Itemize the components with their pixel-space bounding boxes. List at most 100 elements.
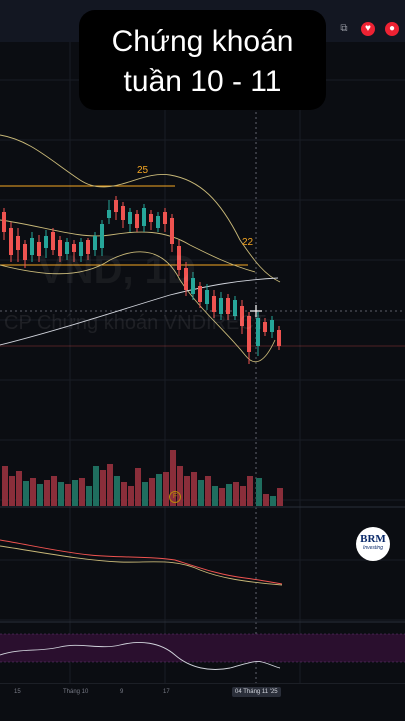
toolbar-icons: ⧉ ♥ ●	[337, 22, 399, 36]
candle-body	[86, 240, 90, 254]
candle-body	[135, 214, 139, 228]
candle-body	[79, 242, 83, 256]
volume-bar	[191, 472, 197, 506]
volume-bar	[233, 482, 239, 506]
volume-bar	[170, 450, 176, 506]
volume-bar	[212, 486, 218, 506]
candle-body	[9, 228, 13, 255]
candle-body	[212, 296, 216, 312]
volume-bar	[219, 488, 225, 506]
volume-bar	[86, 486, 92, 506]
notification-icon[interactable]: ●	[385, 22, 399, 36]
logo-text: BRM	[360, 533, 386, 545]
candle-body	[163, 212, 167, 224]
candle-body	[177, 246, 181, 270]
candle-body	[114, 200, 118, 212]
volume-bar	[58, 482, 64, 506]
external-link-icon[interactable]: ⧉	[340, 23, 348, 34]
x-tick: Tháng 10	[63, 689, 89, 695]
volume-bar	[107, 464, 113, 506]
candle-body	[51, 232, 55, 250]
candle-body	[128, 212, 132, 224]
crosshair-date-label: 04 Tháng 11 '25	[232, 687, 281, 697]
candle-body	[149, 214, 153, 222]
candle-body	[23, 244, 27, 260]
volume-bar	[93, 466, 99, 506]
x-tick: 17	[163, 689, 170, 695]
rsi-band	[0, 634, 405, 662]
candle-body	[247, 316, 251, 352]
volume-bar	[121, 482, 127, 506]
volume-bar	[37, 484, 43, 506]
bollinger-mid	[0, 219, 256, 273]
volume-bar	[256, 478, 262, 506]
candle-body	[256, 318, 260, 346]
volume-bars	[2, 450, 283, 506]
volume-bar	[128, 486, 134, 506]
candle-body	[93, 236, 97, 250]
volume-bar	[263, 494, 269, 506]
candlesticks	[2, 196, 281, 364]
volume-bar	[65, 484, 71, 506]
volume-bar	[226, 484, 232, 506]
candle-body	[37, 242, 41, 256]
candle-body	[191, 278, 195, 294]
candle-body	[205, 290, 209, 304]
logo-subtitle: Investing	[362, 545, 383, 551]
level-label-25: 25	[137, 165, 149, 176]
volume-marker-label: F	[172, 493, 178, 500]
candle-body	[44, 236, 48, 248]
candle-body	[72, 244, 76, 252]
crosshair-cursor	[250, 305, 262, 317]
ticker-watermark: VND, 1D	[38, 248, 196, 292]
candle-body	[170, 218, 174, 244]
candle-body	[65, 242, 69, 254]
title-line-1: Chứng khoán	[111, 25, 294, 58]
volume-bar	[30, 478, 36, 506]
volume-bar	[247, 476, 253, 506]
volume-bar	[16, 471, 22, 506]
candle-body	[277, 330, 281, 346]
volume-bar	[114, 476, 120, 506]
volume-bar	[100, 470, 106, 506]
gift-icon[interactable]: ♥	[361, 22, 375, 36]
candle-body	[58, 240, 62, 256]
time-axis[interactable]: 15 Tháng 10 9 17 04 Tháng 11 '25	[0, 683, 405, 721]
macd-line	[0, 539, 283, 585]
company-watermark: CP Chứng khoán VNDIRECT	[4, 312, 267, 334]
volume-bar	[2, 466, 8, 506]
volume-bar	[240, 486, 246, 506]
candle-body	[156, 216, 160, 228]
title-overlay: Chứng khoán tuần 10 - 11	[79, 10, 326, 110]
candle-body	[16, 236, 20, 250]
candle-body	[198, 286, 202, 302]
volume-bar	[135, 468, 141, 506]
candle-body	[2, 212, 6, 232]
title-line-2: tuần 10 - 11	[123, 65, 282, 98]
volume-bar	[72, 480, 78, 506]
level-label-22: 22	[242, 237, 254, 248]
volume-bar	[270, 496, 276, 506]
volume-bar	[44, 480, 50, 506]
candle-body	[233, 300, 237, 316]
candle-body	[270, 320, 274, 332]
volume-bar	[198, 480, 204, 506]
candle-body	[263, 322, 267, 332]
candle-body	[184, 268, 188, 290]
candle-body	[30, 238, 34, 255]
volume-bar	[142, 482, 148, 506]
x-tick: 15	[14, 689, 21, 695]
x-tick: 9	[120, 689, 124, 695]
brm-logo: BRM Investing	[356, 527, 390, 561]
candle-body	[219, 298, 223, 314]
volume-bar	[184, 476, 190, 506]
signal-line	[0, 545, 283, 586]
candle-body	[226, 298, 230, 314]
volume-bar	[163, 472, 169, 506]
volume-marker[interactable]: F	[169, 491, 181, 503]
volume-bar	[156, 474, 162, 506]
volume-bar	[149, 478, 155, 506]
bollinger-upper	[0, 134, 281, 283]
volume-bar	[177, 466, 183, 506]
